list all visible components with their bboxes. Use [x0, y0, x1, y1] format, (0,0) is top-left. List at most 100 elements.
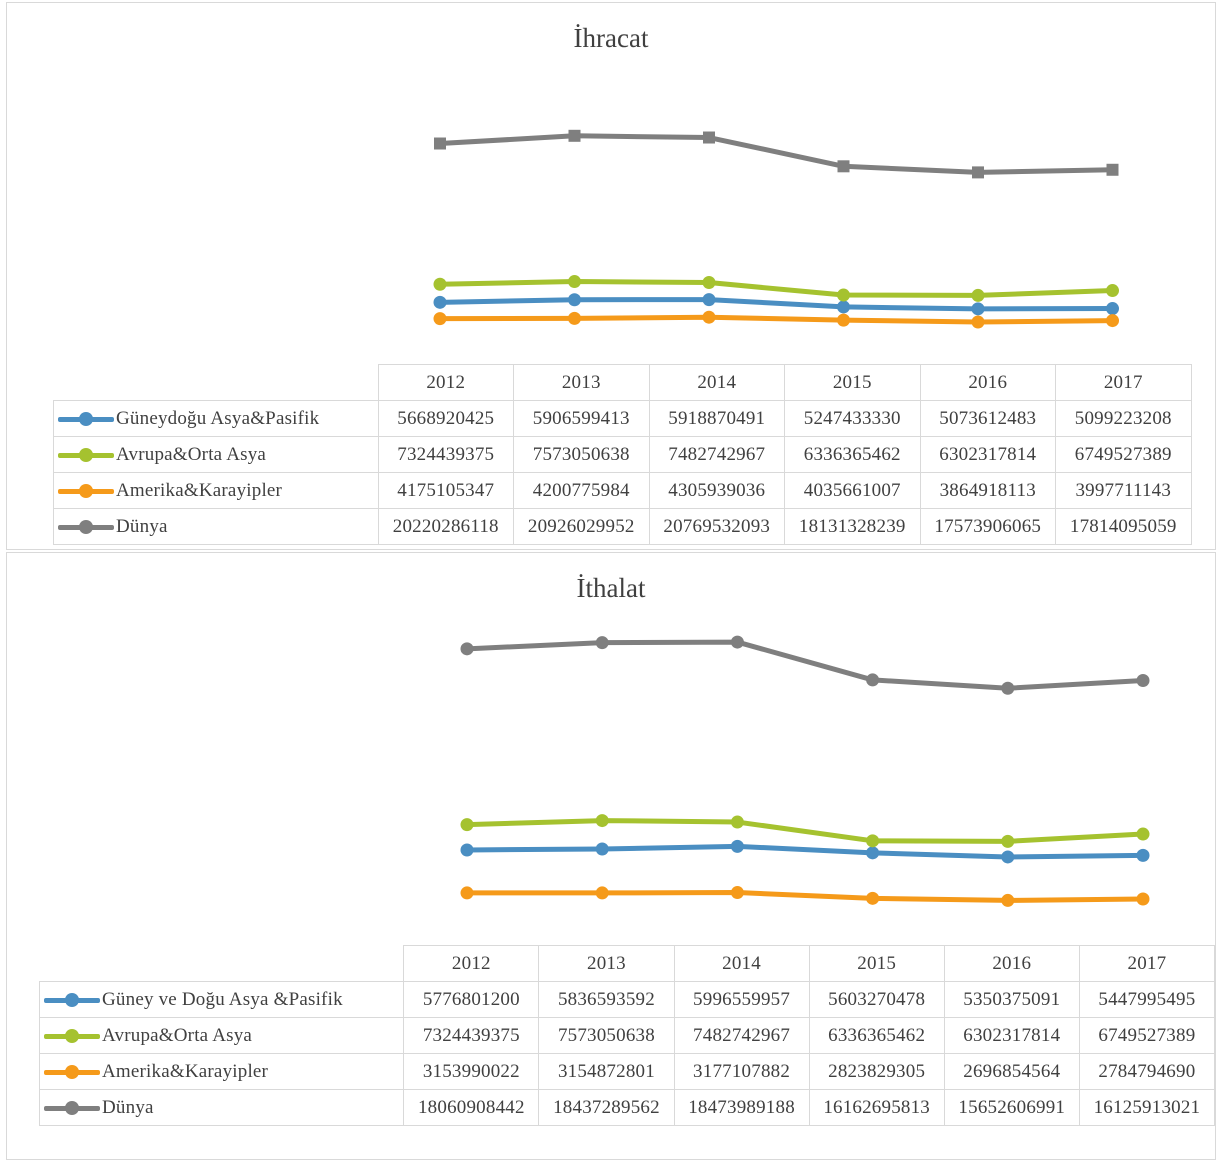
data-value: 6749527389	[1078, 1017, 1216, 1054]
data-value: 7482742967	[673, 1017, 810, 1054]
data-value: 6749527389	[1055, 436, 1192, 473]
data-value: 6302317814	[943, 1017, 1080, 1054]
data-point-2013	[595, 636, 609, 650]
data-value: 20926029952	[513, 508, 650, 545]
data-point-2015	[837, 300, 850, 314]
data-point-2016	[1001, 681, 1015, 695]
data-value: 16162695813	[808, 1089, 945, 1126]
series-amerika-karayipler	[460, 886, 1150, 907]
data-point-2013	[595, 886, 609, 900]
table-row: Güney ve Doğu Asya &Pasifik 5776801200 583…	[38, 981, 1216, 1018]
series-name: Dünya	[116, 515, 168, 537]
legend-entry: Amerika&Karayipler	[38, 1053, 405, 1090]
data-point-2012	[460, 843, 474, 857]
export-chart-panel: İhracat 2012 2013 2014 2015 2016 2017 Güneydoğ…	[6, 2, 1216, 550]
data-value: 4175105347	[377, 472, 514, 509]
data-value: 3154872801	[538, 1053, 675, 1090]
series-name: Amerika&Karayipler	[102, 1060, 269, 1082]
data-point-2014	[703, 131, 715, 144]
data-point-2015	[837, 160, 850, 173]
data-value: 17814095059	[1055, 508, 1192, 545]
data-value: 5447995495	[1078, 981, 1216, 1018]
data-value: 7324439375	[403, 1017, 540, 1054]
series-name: Amerika&Karayipler	[116, 479, 283, 501]
data-point-2016	[971, 302, 985, 316]
data-value: 20769532093	[648, 508, 785, 545]
legend-key-icon	[58, 448, 114, 463]
data-point-2015	[866, 834, 880, 848]
data-value: 2696854564	[943, 1053, 1080, 1090]
data-point-2013	[568, 293, 581, 307]
data-point-2016	[971, 288, 985, 302]
data-value: 4035661007	[784, 472, 921, 509]
legend-entry: Dünya	[38, 1089, 405, 1126]
legend-key-icon	[44, 1029, 100, 1044]
series-line	[464, 890, 1146, 903]
data-point-2015	[866, 891, 880, 905]
data-value: 16125913021	[1078, 1089, 1216, 1126]
data-value: 3864918113	[919, 472, 1056, 509]
category-label: 2014	[648, 364, 785, 401]
data-point-2016	[1001, 893, 1015, 907]
table-row: Dünya 20220286118 20926029952 20769532093 18…	[53, 508, 1192, 545]
data-point-2014	[702, 293, 716, 307]
data-value: 5906599413	[513, 400, 650, 437]
table-corner	[39, 945, 405, 982]
data-value: 2823829305	[808, 1053, 945, 1090]
series-name: Güneydoğu Asya&Pasifik	[116, 407, 320, 429]
category-label: 2017	[1078, 945, 1216, 982]
data-value: 5603270478	[808, 981, 945, 1018]
category-label: 2015	[808, 945, 945, 982]
table-row: Dünya 18060908442 18437289562 18473989188 16…	[38, 1089, 1216, 1126]
data-point-2014	[730, 886, 744, 900]
data-point-2016	[972, 166, 984, 179]
series-amerika-karayipler	[433, 310, 1119, 329]
data-value: 5776801200	[403, 981, 540, 1018]
legend-entry: Dünya	[53, 508, 379, 545]
chart-title: İthalat	[576, 573, 646, 603]
data-point-2012	[433, 312, 447, 326]
legend-key-icon	[58, 520, 114, 535]
data-value: 5996559957	[673, 981, 810, 1018]
data-point-2017	[1106, 163, 1119, 176]
data-point-2015	[837, 313, 850, 327]
data-value: 20220286118	[377, 508, 514, 545]
data-value: 6336365462	[784, 436, 921, 473]
category-label: 2013	[538, 945, 675, 982]
data-value: 5073612483	[919, 400, 1056, 437]
data-value: 6302317814	[919, 436, 1056, 473]
category-label: 2013	[513, 364, 650, 401]
category-label: 2012	[403, 945, 540, 982]
table-header-row: 2012 2013 2014 2015 2016 2017	[39, 945, 1216, 982]
table-row: Amerika&Karayipler 4175105347 4200775984 43…	[53, 472, 1192, 509]
category-label: 2012	[377, 364, 514, 401]
data-point-2013	[568, 129, 581, 142]
data-value: 3997711143	[1055, 472, 1192, 509]
data-point-2015	[866, 673, 880, 687]
data-value: 4305939036	[648, 472, 785, 509]
data-value: 5918870491	[648, 400, 785, 437]
series-name: Avrupa&Orta Asya	[102, 1024, 253, 1046]
data-point-2012	[460, 642, 474, 656]
import-chart-panel: İthalat 2012 2013 2014 2015 2016 2017 Güney ve…	[6, 552, 1216, 1160]
series-line	[437, 133, 1115, 175]
legend-entry: Avrupa&Orta Asya	[38, 1017, 405, 1054]
data-value: 15652606991	[943, 1089, 1080, 1126]
table-corner	[53, 364, 379, 401]
data-point-2012	[460, 818, 474, 832]
legend-entry: Güney ve Doğu Asya &Pasifik	[38, 981, 405, 1018]
category-label: 2017	[1055, 364, 1192, 401]
data-value: 5350375091	[943, 981, 1080, 1018]
data-point-2015	[837, 288, 850, 302]
data-point-2017	[1136, 892, 1150, 906]
data-point-2014	[730, 815, 744, 829]
series-line	[437, 297, 1115, 312]
legend-key-icon	[44, 1101, 100, 1116]
data-value: 17573906065	[919, 508, 1056, 545]
legend-entry: Avrupa&Orta Asya	[53, 436, 379, 473]
data-value: 5668920425	[377, 400, 514, 437]
data-point-2014	[730, 839, 744, 853]
category-label: 2016	[943, 945, 1080, 982]
data-point-2012	[434, 137, 446, 150]
table-row: Güneydoğu Asya&Pasifik 5668920425 59065994…	[53, 400, 1192, 437]
